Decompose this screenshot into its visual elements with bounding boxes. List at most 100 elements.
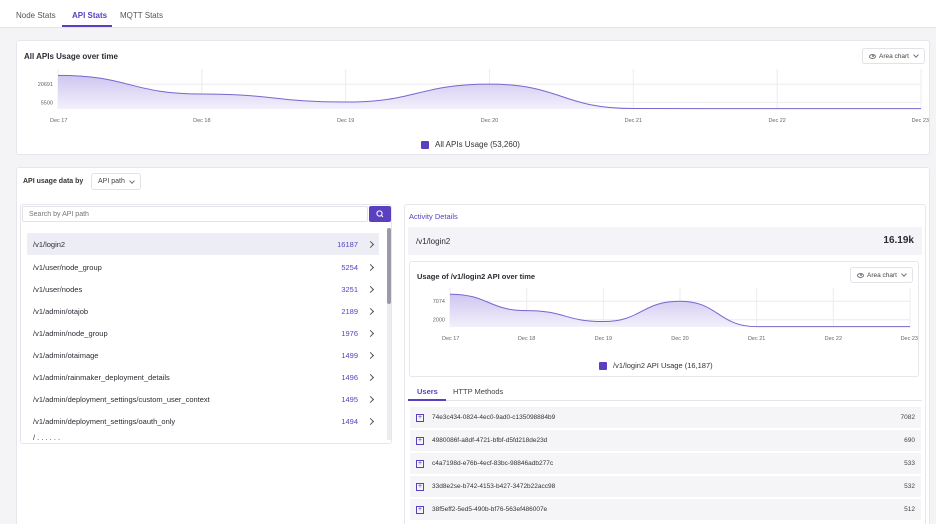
x-tick-label: Dec 18 bbox=[193, 118, 210, 124]
user-id: 74e3c434-0824-4ec0-9ad0-c135098884b9 bbox=[432, 414, 556, 421]
subtab-users[interactable]: Users bbox=[417, 387, 438, 396]
user-row[interactable]: +38f5eff2-5ed5-490b-bf76-563ef486007e 512 bbox=[410, 499, 921, 520]
group-by-select[interactable]: API path bbox=[91, 173, 141, 190]
api-path: /v1/admin/otaimage bbox=[33, 350, 99, 360]
x-tick-label: Dec 17 bbox=[442, 336, 459, 342]
chevron-right-icon bbox=[366, 417, 375, 425]
user-count: 512 bbox=[904, 506, 915, 513]
overview-chart-type-select[interactable]: Area chart bbox=[862, 48, 925, 64]
series-line bbox=[449, 293, 910, 328]
api-count: 1495 bbox=[341, 394, 358, 404]
api-path: /v1/admin/node_group bbox=[33, 328, 108, 338]
x-tick-label: Dec 21 bbox=[625, 118, 642, 124]
chevron-right-icon bbox=[366, 307, 375, 315]
api-list-item[interactable]: /v1/login2 16187 bbox=[27, 233, 379, 255]
legend-swatch bbox=[421, 140, 429, 149]
user-count: 7082 bbox=[900, 414, 915, 421]
x-tick-label: Dec 17 bbox=[50, 118, 67, 124]
user-row[interactable]: +33d8e2se-b742-4153-b427-3472b22acc98 532 bbox=[410, 476, 921, 497]
user-id: 38f5eff2-5ed5-490b-bf76-563ef486007e bbox=[432, 506, 548, 513]
x-tick-label: Dec 19 bbox=[337, 118, 354, 124]
x-tick-label: Dec 22 bbox=[825, 336, 842, 342]
user-row[interactable]: + c4a7198d-e76b-4ecf-83bc-98846adb277c 533 bbox=[410, 453, 921, 474]
expand-icon[interactable]: + bbox=[416, 436, 424, 445]
user-count: 533 bbox=[904, 460, 915, 467]
chevron-right-icon bbox=[366, 351, 375, 359]
activity-header: Activity Details bbox=[409, 212, 458, 221]
expand-icon[interactable]: + bbox=[416, 413, 424, 422]
detail-legend[interactable]: /v1/login2 API Usage (16,187) bbox=[599, 361, 713, 370]
x-tick-label: Dec 19 bbox=[595, 336, 612, 342]
x-tick-label: Dec 20 bbox=[671, 336, 688, 342]
chart-type-label: Area chart bbox=[879, 52, 909, 60]
x-tick-label: Dec 22 bbox=[768, 118, 785, 124]
user-row[interactable]: +74e3c434-0824-4ec0-9ad0-c135098884b9 708… bbox=[410, 407, 921, 428]
tab-node-stats[interactable]: Node Stats bbox=[16, 11, 56, 20]
api-count: 16187 bbox=[337, 239, 358, 249]
api-list-item[interactable]: /v1/admin/deployment_settings/oauth_only… bbox=[27, 410, 379, 432]
user-id: 4980086f-a8df-4721-bfbf-d5fd218de23d bbox=[432, 437, 548, 444]
api-list-item[interactable]: /v1/admin/node_group 1976 bbox=[27, 322, 379, 344]
api-list-item[interactable]: /v1/user/nodes 3251 bbox=[27, 278, 379, 300]
expand-icon[interactable]: + bbox=[416, 482, 424, 491]
user-id: 33d8e2se-b742-4153-b427-3472b22acc98 bbox=[432, 483, 556, 490]
api-list-item[interactable]: /v1/user/node_group 5254 bbox=[27, 256, 379, 278]
chevron-right-icon bbox=[366, 373, 375, 381]
selected-api-total: 16.19k bbox=[883, 235, 914, 246]
api-count: 2189 bbox=[341, 306, 358, 316]
filter-label: API usage data by bbox=[23, 178, 84, 185]
expand-icon[interactable]: + bbox=[416, 459, 424, 468]
eye-icon bbox=[857, 272, 864, 278]
legend-label: /v1/login2 API Usage (16,187) bbox=[613, 361, 713, 370]
api-list-item[interactable]: /v1/admin/rainmaker_deployment_details 14… bbox=[27, 366, 379, 388]
search-button[interactable] bbox=[369, 206, 391, 222]
api-list-item[interactable]: /v1/admin/otajob 2189 bbox=[27, 300, 379, 322]
chart-type-label: Area chart bbox=[867, 271, 897, 279]
overview-legend[interactable]: All APIs Usage (53,260) bbox=[421, 140, 520, 149]
active-tab-indicator bbox=[62, 25, 112, 27]
subtab-indicator bbox=[408, 399, 446, 401]
api-count: 1496 bbox=[341, 372, 358, 382]
api-path: /v1/admin/rainmaker_deployment_details bbox=[33, 372, 170, 382]
x-tick-label: Dec 23 bbox=[912, 118, 929, 124]
group-by-value: API path bbox=[98, 178, 125, 185]
api-count: 1499 bbox=[341, 350, 358, 360]
selected-api-summary: /v1/login2 16.19k bbox=[408, 227, 922, 255]
expand-icon[interactable]: + bbox=[416, 505, 424, 514]
list-scrollbar-thumb[interactable] bbox=[387, 228, 391, 304]
stats-tabbar: Node Stats API Stats MQTT Stats bbox=[0, 0, 936, 28]
selected-api-path: /v1/login2 bbox=[416, 237, 451, 246]
y-tick-label: 7074 bbox=[433, 299, 445, 305]
chevron-right-icon bbox=[366, 240, 375, 248]
x-tick-label: Dec 23 bbox=[901, 336, 918, 342]
list-scrollbar-track[interactable] bbox=[387, 228, 391, 440]
y-tick-label: 2000 bbox=[433, 318, 445, 324]
detail-chart-type-select[interactable]: Area chart bbox=[850, 267, 913, 283]
api-list-item[interactable]: /v1/admin/otaimage 1499 bbox=[27, 344, 379, 366]
chevron-down-icon bbox=[901, 271, 907, 277]
series-area bbox=[450, 294, 910, 327]
chevron-down-icon bbox=[913, 52, 919, 58]
search-input[interactable] bbox=[22, 206, 368, 222]
x-tick-label: Dec 21 bbox=[748, 336, 765, 342]
series-area bbox=[58, 75, 921, 109]
y-tick-label: 20691 bbox=[38, 82, 53, 88]
eye-icon bbox=[869, 53, 876, 59]
user-row[interactable]: +4980086f-a8df-4721-bfbf-d5fd218de23d 690 bbox=[410, 430, 921, 451]
chevron-right-icon bbox=[366, 329, 375, 337]
overview-card: All APIs Usage over time Area chart 2069… bbox=[16, 40, 930, 155]
user-count: 532 bbox=[904, 483, 915, 490]
subtab-http-methods[interactable]: HTTP Methods bbox=[453, 387, 504, 396]
chevron-right-icon bbox=[366, 395, 375, 403]
user-count: 690 bbox=[904, 437, 915, 444]
api-list-item[interactable]: /v1/admin/deployment_settings/custom_use… bbox=[27, 388, 379, 410]
y-tick-label: 5500 bbox=[41, 100, 53, 106]
overview-chart: 20691 5500 Dec 17 Dec 18 Dec 19 Dec 20 Dec 21 D… bbox=[38, 69, 929, 124]
x-tick-label: Dec 18 bbox=[518, 336, 535, 342]
tab-mqtt-stats[interactable]: MQTT Stats bbox=[120, 11, 163, 20]
tab-api-stats[interactable]: API Stats bbox=[72, 11, 108, 20]
api-path: /v1/login2 bbox=[33, 239, 66, 249]
series-line bbox=[57, 74, 921, 110]
api-path: /v1/user/nodes bbox=[33, 284, 83, 294]
list-item-partial: / . . . . . . bbox=[33, 434, 61, 440]
